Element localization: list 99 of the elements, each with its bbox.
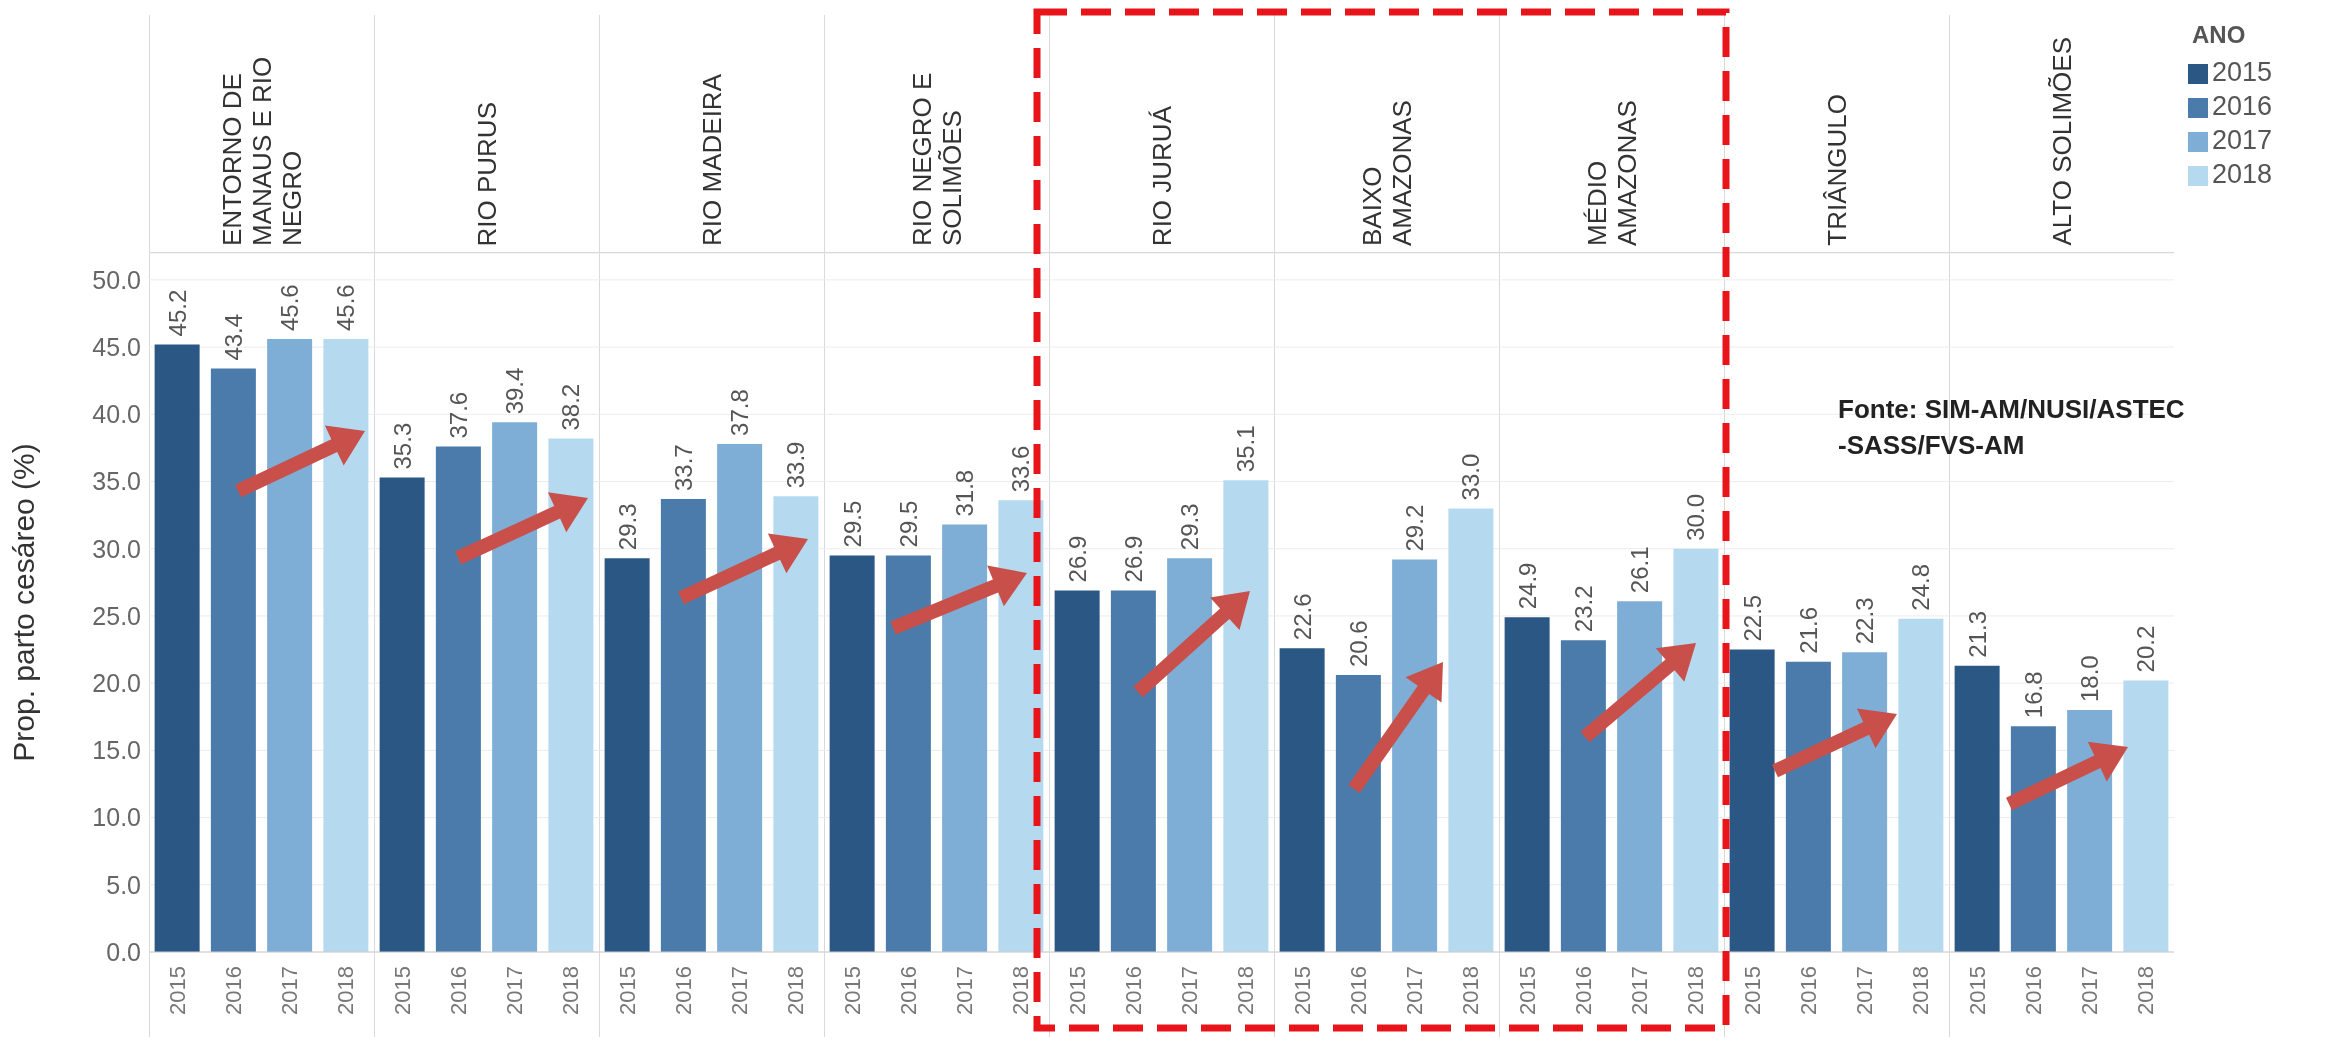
y-tick-label: 5.0 (106, 870, 141, 899)
x-tick-label: 2015 (614, 966, 640, 1015)
legend-label: 2018 (2212, 159, 2273, 189)
x-tick-label: 2018 (1008, 966, 1034, 1015)
data-label: 29.3 (613, 503, 641, 551)
x-tick-label: 2018 (1683, 966, 1709, 1015)
x-tick-label: 2016 (670, 966, 696, 1015)
x-tick-label: 2017 (952, 966, 978, 1015)
data-label: 22.6 (1288, 593, 1316, 641)
data-label: 20.6 (1344, 620, 1372, 668)
y-tick-label: 35.0 (92, 467, 141, 496)
y-tick-label: 20.0 (92, 669, 141, 698)
data-label: 35.3 (388, 422, 416, 470)
chart-title: RIO PURUS (472, 101, 502, 248)
x-tick-label: 2018 (558, 966, 584, 1015)
x-tick-label: 2016 (445, 966, 471, 1015)
y-tick-label: 25.0 (92, 601, 141, 630)
x-tick-label: 2018 (1233, 966, 1259, 1015)
x-tick-label: 2017 (1852, 966, 1878, 1015)
x-tick-label: 2015 (1739, 966, 1765, 1015)
chart-title: ALTO SOLIMÕES (2047, 37, 2077, 248)
data-label: 37.6 (444, 391, 472, 439)
x-tick-label: 2017 (1402, 966, 1428, 1015)
chart-title: ENTORNO DE MANAUS E RIO NEGRO (217, 55, 307, 248)
chart-title: RIO JURUÁ (1147, 105, 1177, 248)
data-label: 22.3 (1851, 597, 1879, 645)
data-label: 26.9 (1063, 535, 1091, 583)
x-tick-label: 2016 (220, 966, 246, 1015)
x-tick-label: 2015 (1289, 966, 1315, 1015)
data-label: 37.8 (726, 389, 754, 436)
data-label: 26.1 (1626, 546, 1654, 594)
chart-title: RIO MADEIRA (697, 74, 727, 248)
data-label: 33.7 (669, 444, 697, 491)
data-label: 45.6 (332, 284, 360, 332)
data-label: 33.6 (1007, 445, 1035, 493)
x-tick-label: 2016 (1570, 966, 1596, 1015)
legend-title: ANO (2192, 21, 2246, 49)
data-label: 29.5 (838, 500, 866, 548)
y-tick-label: 10.0 (92, 803, 141, 832)
y-tick-label: 50.0 (92, 265, 141, 294)
chart-title: RIO NEGRO E SOLIMÕES (907, 71, 967, 248)
data-label: 26.9 (1119, 535, 1147, 583)
data-label: 35.1 (1232, 425, 1260, 473)
data-label: 33.9 (782, 441, 810, 489)
data-label: 23.2 (1569, 585, 1597, 633)
x-tick-label: 2017 (2077, 966, 2103, 1015)
data-label: 16.8 (2019, 671, 2047, 719)
data-label: 31.8 (951, 469, 979, 517)
data-label: 43.4 (219, 313, 247, 361)
x-tick-label: 2018 (1908, 966, 1934, 1015)
legend-label: 2016 (2212, 91, 2273, 121)
data-label: 30.0 (1682, 494, 1710, 541)
data-label: 21.3 (1963, 610, 1991, 658)
data-label: 33.0 (1457, 453, 1485, 501)
data-label: 29.3 (1176, 503, 1204, 551)
x-tick-label: 2018 (333, 966, 359, 1015)
data-label: 20.2 (2132, 625, 2160, 673)
x-tick-label: 2016 (1120, 966, 1146, 1015)
x-tick-label: 2017 (1627, 966, 1653, 1015)
annotation: Fonte: SIM-AM/NUSI/ASTEC -SASS/FVS-AM (1838, 393, 2185, 462)
data-label: 18.0 (2076, 655, 2104, 703)
data-label: 45.6 (276, 284, 304, 332)
x-tick-label: 2018 (1458, 966, 1484, 1015)
x-tick-label: 2015 (1964, 966, 1990, 1015)
x-tick-label: 2015 (1514, 966, 1540, 1015)
data-label: 21.6 (1794, 606, 1822, 654)
data-label: 22.5 (1738, 594, 1766, 642)
legend-label: 2015 (2212, 57, 2273, 87)
data-label: 39.4 (501, 367, 529, 415)
data-label: 24.9 (1513, 562, 1541, 610)
y-axis-title: Prop. parto cesáreo (%) (6, 443, 40, 762)
x-tick-label: 2017 (727, 966, 753, 1015)
x-tick-label: 2016 (895, 966, 921, 1015)
chart-title: TRIÂNGULO (1822, 94, 1852, 248)
x-tick-label: 2015 (1064, 966, 1090, 1015)
y-tick-label: 40.0 (92, 400, 141, 429)
y-tick-label: 30.0 (92, 534, 141, 563)
x-tick-label: 2018 (2133, 966, 2159, 1015)
y-tick-label: 15.0 (92, 736, 141, 765)
x-tick-label: 2015 (839, 966, 865, 1015)
x-tick-label: 2017 (1177, 966, 1203, 1015)
chart-title: BAIXO AMAZONAS (1357, 99, 1417, 248)
legend-label: 2017 (2212, 125, 2273, 155)
data-label: 29.5 (894, 500, 922, 548)
data-label: 45.2 (163, 289, 191, 337)
x-tick-label: 2017 (502, 966, 528, 1015)
x-tick-label: 2017 (277, 966, 303, 1015)
x-tick-label: 2016 (2020, 966, 2046, 1015)
x-tick-label: 2018 (783, 966, 809, 1015)
x-tick-label: 2015 (389, 966, 415, 1015)
y-tick-label: 0.0 (106, 937, 141, 966)
data-label: 24.8 (1907, 563, 1935, 611)
x-tick-label: 2016 (1345, 966, 1371, 1015)
x-tick-label: 2015 (164, 966, 190, 1015)
y-tick-label: 45.0 (92, 332, 141, 361)
x-tick-label: 2016 (1795, 966, 1821, 1015)
data-label: 38.2 (557, 383, 585, 431)
data-label: 29.2 (1401, 504, 1429, 552)
chart-title: MÉDIO AMAZONAS (1582, 99, 1642, 248)
